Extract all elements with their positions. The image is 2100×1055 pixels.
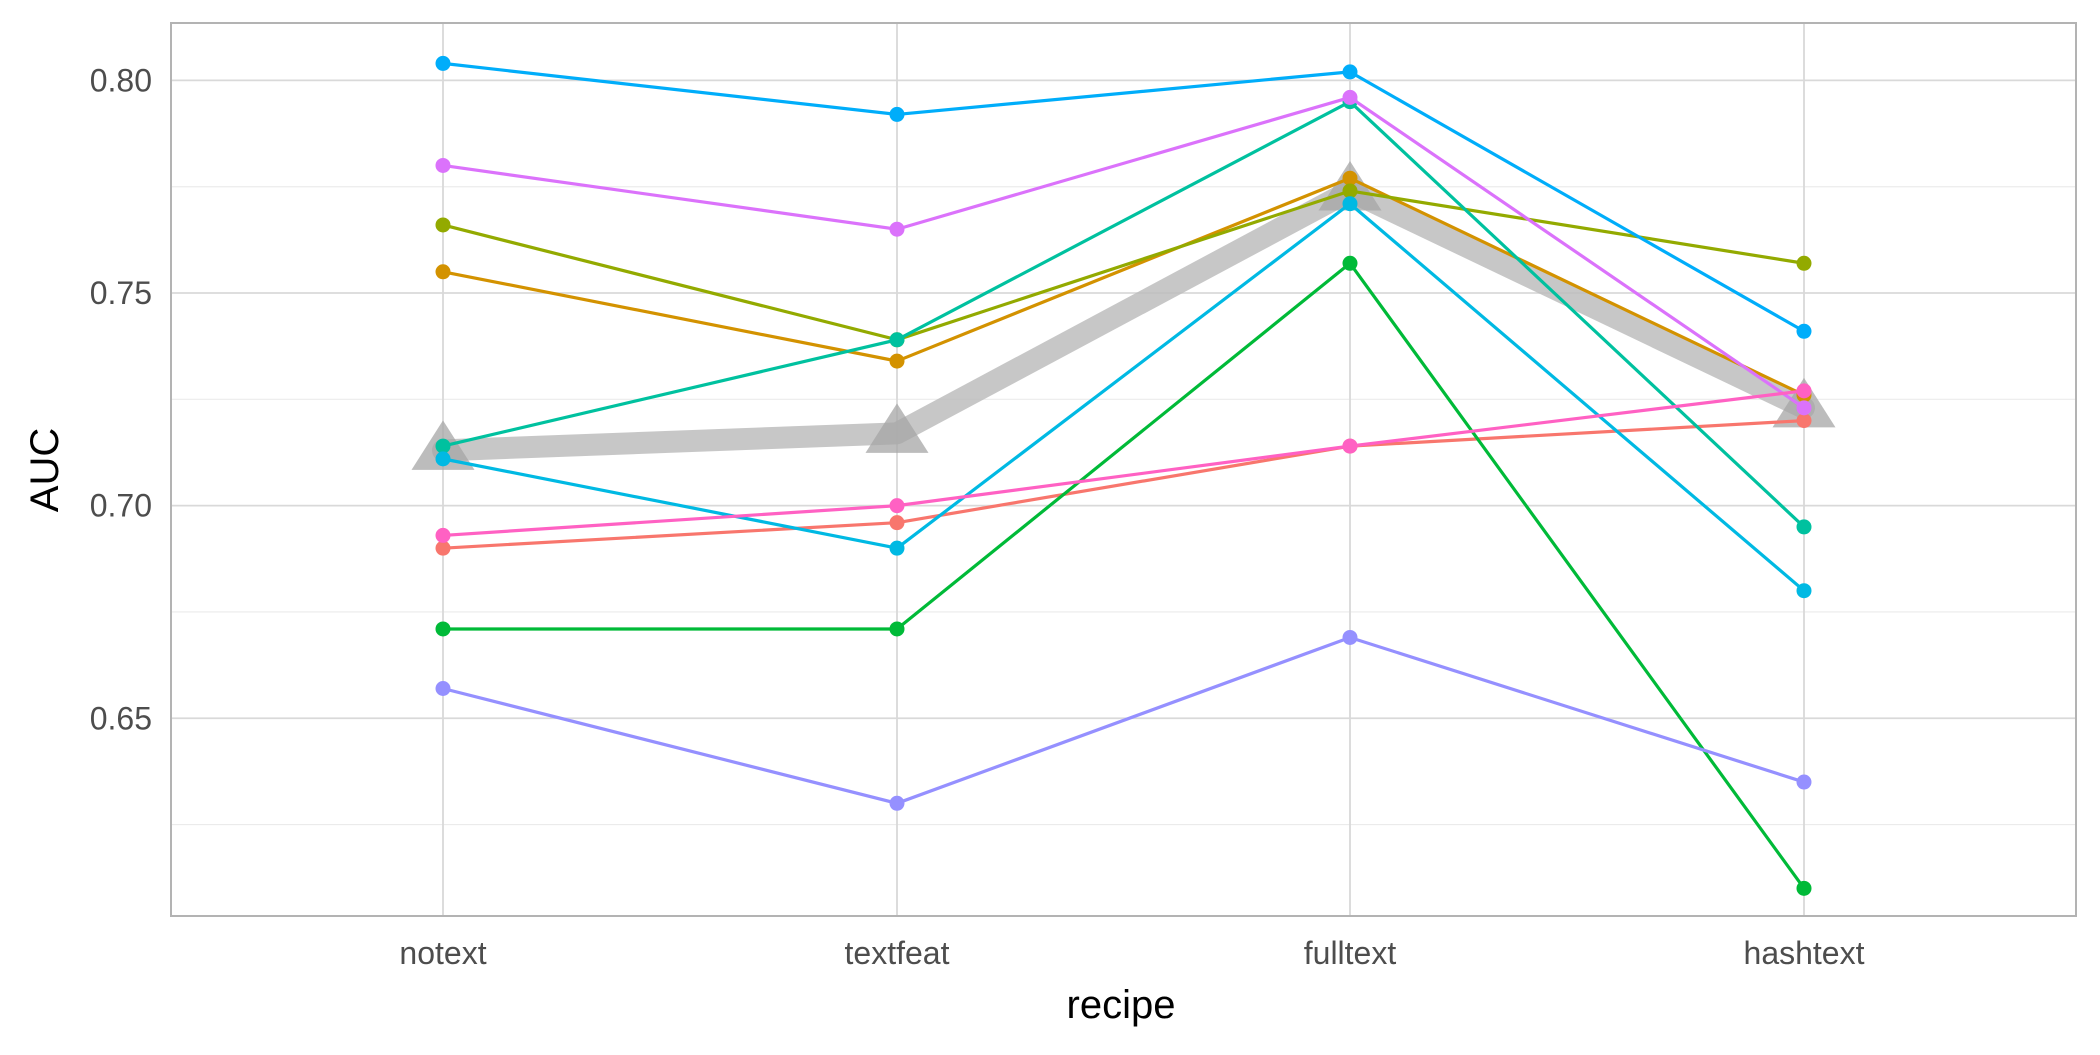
series-point [1796,400,1812,416]
series-line [443,261,1806,890]
series-point [889,540,905,556]
series-point [1342,629,1358,645]
x-tick-label: hashtext [1744,935,1865,971]
y-tick-label: 0.65 [90,700,152,736]
series-point [435,157,451,173]
series-point [435,451,451,467]
series-point [889,106,905,122]
series-point [435,438,451,454]
series-point [435,680,451,696]
series-line [442,189,1805,342]
panel-border [170,22,2077,917]
y-tick-label: 0.70 [90,488,152,524]
series-line [442,100,1806,529]
series-point [435,527,451,543]
series-point [435,55,451,71]
series-point [435,540,451,556]
series-line [442,635,1805,805]
series-point [889,353,905,369]
series-point [1342,89,1358,105]
series-point [435,264,451,280]
y-axis-title: AUC [23,428,67,512]
series-line [442,176,1805,397]
y-axis-tick-labels: 0.65 0.70 0.75 0.80 [90,62,152,736]
x-tick-label: textfeat [845,935,950,971]
mean-triangle-marker [865,403,929,453]
series-point [1796,519,1812,535]
y-tick-label: 0.80 [90,62,152,98]
series-point [1796,880,1812,896]
series-point [889,332,905,348]
series-point [1342,255,1358,271]
series-line [442,389,1805,538]
series-layer [435,55,1812,896]
series-line [442,61,1805,333]
x-axis-tick-labels: notext textfeat fulltext hashtext [399,935,1864,971]
series-point [435,217,451,233]
series-point [889,498,905,514]
series-point [1342,196,1358,212]
series-point [435,621,451,637]
series-point [1796,413,1812,429]
series-point [1342,183,1358,199]
series-point [1796,774,1812,790]
x-tick-label: fulltext [1304,935,1397,971]
series-point [1796,383,1812,399]
series-point [889,221,905,237]
series-point [1796,583,1812,599]
series-point [889,621,905,637]
series-point [1796,323,1812,339]
series-point [1342,64,1358,80]
mean-series-line [432,179,1815,462]
x-tick-label: notext [399,935,486,971]
series-point [1342,170,1358,186]
y-tick-label: 0.75 [90,275,152,311]
x-axis-title: recipe [1067,983,1176,1027]
series-line [442,95,1805,410]
series-point [889,795,905,811]
series-point [1796,255,1812,271]
series-line [442,202,1806,592]
series-point [1342,438,1358,454]
series-point [889,515,905,531]
series-line [442,419,1805,550]
